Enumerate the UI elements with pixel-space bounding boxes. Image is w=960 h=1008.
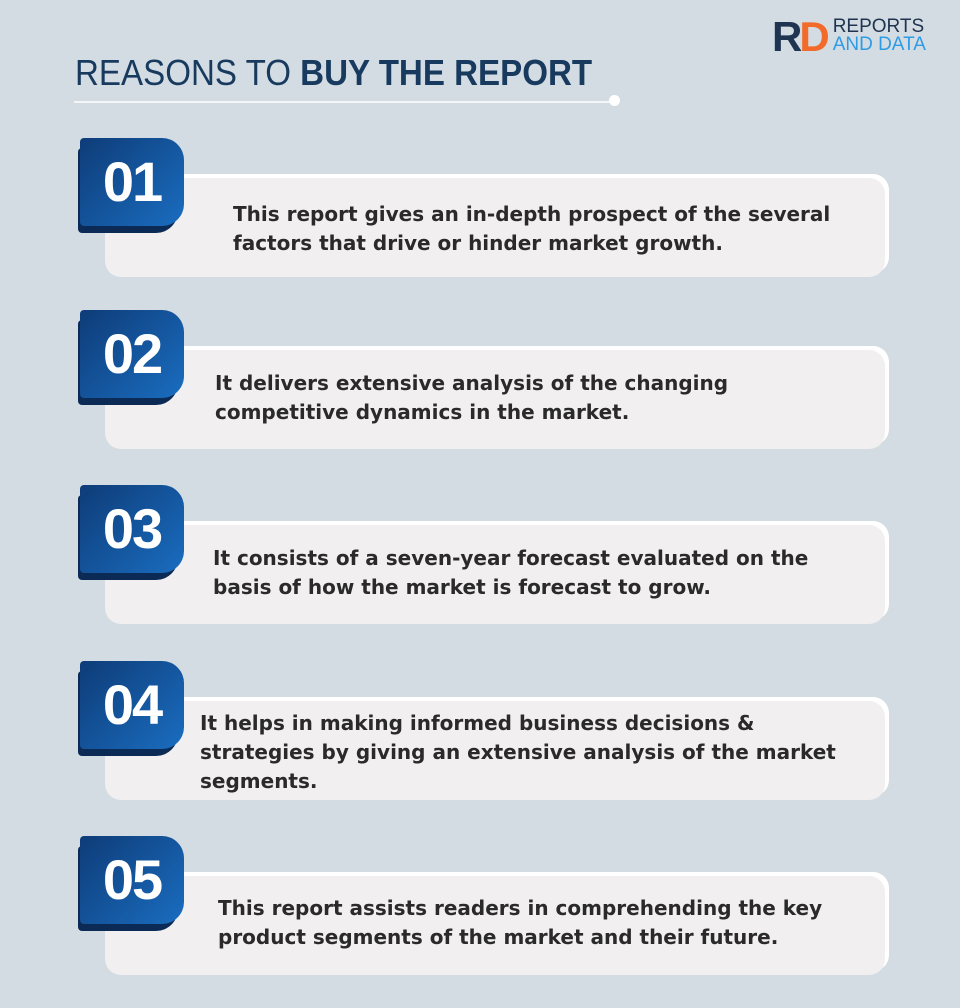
number-badge: 03 xyxy=(80,485,184,573)
title-divider xyxy=(74,101,614,103)
logo-mark: RD xyxy=(772,16,830,58)
logo-line1: REPORTS xyxy=(832,16,925,37)
reason-text: It helps in making informed business dec… xyxy=(200,711,836,793)
logo-line2: AND DATA xyxy=(832,34,926,55)
logo-d: D xyxy=(799,13,829,60)
reason-card xyxy=(105,701,885,800)
reason-card xyxy=(105,876,885,975)
reason-text: It delivers extensive analysis of the ch… xyxy=(215,371,729,424)
reason-item: 01 This report gives an in-depth prospec… xyxy=(0,138,960,278)
reason-text: This report gives an in-depth prospect o… xyxy=(233,202,831,255)
reason-item: 02 It delivers extensive analysis of the… xyxy=(0,310,960,450)
reason-text: It consists of a seven-year forecast eva… xyxy=(213,546,809,599)
number-badge: 02 xyxy=(80,310,184,398)
title-light: REASONS TO xyxy=(75,52,301,93)
reason-card xyxy=(105,178,885,277)
reason-item: 05 This report assists readers in compre… xyxy=(0,836,960,976)
logo-text: REPORTS AND DATA xyxy=(832,16,926,55)
number-badge: 05 xyxy=(80,836,184,924)
page-title: REASONS TO BUY THE REPORT xyxy=(75,52,592,94)
reason-card xyxy=(105,525,885,624)
reason-item: 03 It consists of a seven-year forecast … xyxy=(0,485,960,625)
reports-and-data-logo: RD REPORTS AND DATA xyxy=(772,16,926,58)
title-bold: BUY THE REPORT xyxy=(300,52,593,93)
number-badge: 04 xyxy=(80,661,184,749)
reason-card xyxy=(105,350,885,449)
reason-item: 04 It helps in making informed business … xyxy=(0,661,960,801)
divider-dot xyxy=(609,95,620,106)
number-badge: 01 xyxy=(80,138,184,226)
logo-r: R xyxy=(772,13,802,60)
reason-text: This report assists readers in comprehen… xyxy=(218,896,823,949)
